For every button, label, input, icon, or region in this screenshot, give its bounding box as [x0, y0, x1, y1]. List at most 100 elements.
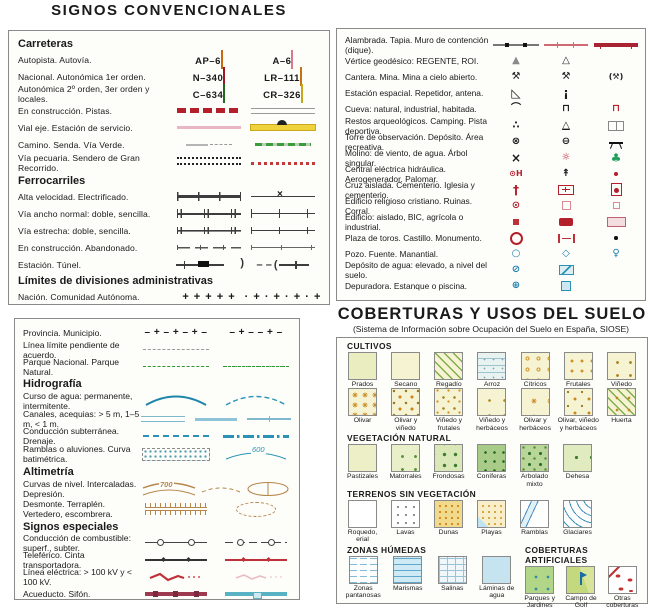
road-under-construction-icon: [177, 108, 241, 113]
swatch-label: Otras coberturas: [606, 594, 639, 610]
row-label: Acueducto. Sifón.: [23, 589, 91, 600]
land-cover-cell: Regadío: [427, 352, 470, 388]
land-cover-cell: Ramblas: [513, 500, 556, 544]
playas-swatch: [477, 500, 506, 529]
land-cover-cell: Olivar: [341, 388, 384, 432]
regional-road-bar-icon: [299, 66, 302, 86]
row-label: Vía estrecha: doble, sencilla.: [18, 225, 131, 236]
glaciares-swatch: [563, 500, 592, 529]
row-cueva: Cueva: natural, industrial, habitada. ⌒ …: [345, 101, 641, 117]
land-cover-cell: Dehesa: [556, 444, 599, 488]
land-cover-cell: Prados: [341, 352, 384, 388]
recreation-area-icon: [609, 142, 623, 150]
swatch-label: Glaciares: [563, 529, 592, 537]
row-label: Ramblas o aluviones. Curva batimétrica.: [23, 444, 131, 465]
space-station-icon: ◺: [511, 86, 521, 101]
row-label: Plaza de toros. Castillo. Monumento.: [345, 233, 482, 244]
row-deposito-agua: Depósito de agua: elevado, a nivel del s…: [345, 260, 641, 281]
land-cover-cell: Olivar, viñedo y herbáceos: [557, 388, 600, 432]
panel-hidrografia-altimetria: Provincia. Municipio. – + – + – + – – + …: [14, 318, 300, 600]
section-cultivos: CULTIVOS: [347, 341, 392, 351]
land-cover-cell: Arbolado mixto: [513, 444, 556, 488]
campo-golf-swatch: [566, 565, 596, 594]
olivar-herbaceos-swatch: [520, 388, 550, 417]
row-via-estrecha: Vía estrecha: doble, sencilla.: [18, 222, 320, 239]
huerta-swatch: [606, 388, 636, 417]
row-desmonte: Desmonte. Terraplén. Vertedero, escombre…: [23, 499, 291, 520]
cutting-embankment-icon: [145, 503, 207, 516]
swatch-label: Olivar y herbáceos: [519, 417, 551, 432]
row-autopista: Autopista. Autovía. AP–6 A–6: [18, 49, 320, 69]
section-altimetria: Altimetría: [23, 465, 74, 478]
row-via-pecuaria: Vía pecuaria. Sendero de Gran Recorrido.: [18, 153, 320, 173]
axis-road-icon: [177, 126, 241, 129]
land-cover-cell: Frutales: [557, 352, 600, 388]
swatch-label: Huerta: [611, 417, 632, 425]
row-label: Cantera. Mina. Mina a cielo abierto.: [345, 72, 478, 83]
land-cover-cell: Lavas: [384, 500, 427, 544]
lavas-swatch: [391, 500, 420, 529]
swatch-label: Láminas de agua: [479, 584, 515, 600]
electrified-x-glyph: ×: [277, 189, 283, 200]
road-shield-ap6: AP–6: [177, 49, 241, 69]
swatch-label: Viñedo y herbáceos: [476, 417, 508, 432]
tunnel-close-glyph: (: [273, 258, 278, 271]
land-cover-cell: Salinas: [430, 555, 475, 600]
row-edificio: Edificio: aislado, BIC, agrícola o indus…: [345, 212, 641, 232]
fuel-pipeline-surface-icon: [145, 539, 207, 547]
row-vertice: Vértice geodésico: REGENTE, ROI. ▲ △: [345, 53, 641, 69]
land-cover-cell: Zonas pantanosas: [341, 555, 386, 600]
olivar-swatch: [348, 388, 378, 417]
quarry-icon: ⚒: [511, 71, 521, 83]
row-label: Desmonte. Terraplén. Vertedero, escombre…: [23, 499, 113, 520]
swatch-label: Marismas: [393, 584, 423, 592]
sports-field-icon: [608, 120, 624, 131]
secano-swatch: [391, 352, 421, 380]
shield-label: AP–6: [195, 55, 221, 67]
section-terrenos: TERRENOS SIN VEGETACIÓN: [347, 489, 477, 500]
shield-label: N–340: [192, 72, 224, 84]
wall-icon: [544, 42, 588, 49]
dual-carriageway-bar-icon: [291, 49, 294, 69]
land-cover-cell: Marismas: [386, 555, 431, 600]
mine-icon: ⚒: [561, 71, 571, 83]
row-edificio-religioso: Edificio religioso cristiano. Ruinas. Co…: [345, 196, 641, 216]
roquedo-swatch: [348, 500, 377, 529]
dehesa-swatch: [563, 444, 592, 473]
tank-icon: ⊖: [561, 135, 571, 147]
treatment-plant-icon: ⊕: [511, 280, 521, 292]
road-shield-n340: N–340: [177, 66, 241, 86]
row-pozo: Pozo. Fuente. Manantial. ○ ◇ ♀: [345, 246, 641, 262]
otras-coberturas-swatch: [607, 565, 637, 594]
abandoned-rail-icon: [251, 244, 315, 251]
land-cover-cell: Frondosas: [427, 444, 470, 488]
national-road-bar-icon: [223, 66, 226, 86]
row-curvas-nivel: Curvas de nivel. Intercaladas. Depresión…: [23, 479, 291, 500]
row-label: Depósito de agua: elevado, a nivel del s…: [345, 260, 488, 281]
section-vegetacion: VEGETACIÓN NATURAL: [347, 433, 452, 444]
swatch-label: Frondosas: [432, 473, 465, 481]
swatch-label: Roquedo, erial: [347, 529, 378, 544]
power-line-low-icon: [235, 574, 282, 580]
frutales-swatch: [563, 352, 593, 380]
land-cover-cell: Coníferas: [470, 444, 513, 488]
page-title: SIGNOS CONVENCIONALES: [51, 2, 287, 19]
row-label: Central eléctrica hidráulica. Aerogenera…: [345, 163, 447, 184]
pending-boundary-icon: [143, 349, 209, 351]
row-acueducto: Acueducto. Sifón.: [23, 586, 291, 603]
geodetic-vertex-regente-icon: ▲: [512, 55, 520, 67]
pantanosas-swatch: [348, 555, 378, 584]
row-label: Cruz aislada. Cementerio. Iglesia y ceme…: [345, 179, 475, 200]
permanent-stream-icon: [145, 395, 207, 406]
land-cover-cell: Viñedo y herbáceos: [470, 388, 513, 432]
via-verde-icon: [255, 143, 311, 146]
depression-icon: [247, 482, 289, 497]
national-boundary-icon: + + + + +: [182, 290, 236, 303]
singular-tree-icon: ♣: [610, 150, 622, 165]
swatch-label: Salinas: [441, 584, 464, 592]
isolated-cross-icon: †: [513, 182, 519, 197]
cable-car-icon: [145, 556, 207, 562]
tunnel-icon: – –(: [246, 256, 320, 273]
bottom-sections: ZONAS HÚMEDAS Zonas pantanosas Marismas …: [341, 544, 643, 610]
observation-tower-icon: ⊗: [511, 135, 521, 147]
